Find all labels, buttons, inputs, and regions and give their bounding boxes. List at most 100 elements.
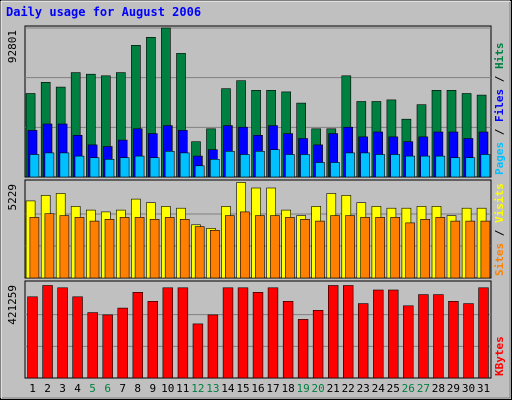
bar-sites-day-11 — [179, 219, 190, 279]
bar-kbytes-day-24 — [373, 289, 384, 379]
bar-sites-day-21 — [330, 215, 340, 279]
x-tick-label: 30 — [462, 382, 475, 395]
bar-kbytes-day-21 — [327, 285, 339, 379]
legend-kbytes: KBytes — [493, 336, 506, 376]
bar-sites-day-2 — [44, 213, 55, 279]
bar-pages-day-31 — [480, 154, 491, 178]
bar-kbytes-day-23 — [357, 303, 369, 379]
bar-kbytes-day-30 — [463, 303, 474, 379]
x-tick-label: 1 — [29, 382, 36, 395]
bar-pages-day-14 — [225, 151, 235, 178]
series-axis-label: KBytes — [493, 336, 506, 376]
x-tick-label: 18 — [281, 382, 294, 395]
x-tick-label: 7 — [119, 382, 126, 395]
bar-pages-day-4 — [74, 155, 85, 178]
bar-pages-day-7 — [119, 157, 130, 178]
y-max-label: 421259 — [6, 285, 19, 325]
bar-kbytes-day-7 — [117, 307, 128, 379]
x-tick-label: 6 — [104, 382, 111, 395]
bar-kbytes-day-29 — [448, 300, 459, 379]
bar-pages-day-18 — [285, 154, 295, 178]
bar-sites-day-25 — [390, 217, 401, 279]
bar-pages-day-12 — [194, 165, 205, 178]
bar-pages-day-20 — [315, 162, 325, 178]
bar-pages-day-28 — [435, 155, 446, 178]
legend-sites: Sites — [493, 243, 506, 276]
x-tick-label: 21 — [327, 382, 340, 395]
bar-sites-day-23 — [360, 217, 370, 279]
bar-kbytes-day-8 — [132, 291, 143, 379]
bar-kbytes-day-10 — [162, 287, 173, 379]
bar-sites-day-4 — [74, 217, 85, 279]
bar-kbytes-day-14 — [222, 287, 234, 379]
bar-kbytes-day-27 — [418, 294, 429, 379]
bar-kbytes-day-9 — [147, 300, 158, 379]
bar-sites-day-15 — [240, 211, 250, 279]
x-tick-label: 14 — [221, 382, 235, 395]
legend-separator: / — [493, 69, 506, 89]
bar-sites-day-17 — [270, 215, 280, 279]
bar-kbytes-day-31 — [478, 287, 489, 379]
bar-pages-day-22 — [345, 152, 355, 178]
legend-separator: / — [493, 223, 506, 243]
bar-sites-day-12 — [194, 226, 205, 279]
bar-pages-day-13 — [210, 159, 220, 178]
x-tick-label: 8 — [134, 382, 141, 395]
bar-sites-day-5 — [89, 220, 100, 279]
bar-pages-day-15 — [240, 154, 250, 178]
bar-pages-day-24 — [375, 154, 385, 178]
x-tick-label: 28 — [432, 382, 445, 395]
x-tick-label: 31 — [477, 382, 490, 395]
x-tick-label: 3 — [59, 382, 66, 395]
bar-kbytes-day-17 — [267, 287, 279, 379]
bar-pages-day-5 — [89, 157, 100, 178]
bar-sites-day-3 — [59, 215, 70, 279]
x-tick-label: 5 — [89, 382, 96, 395]
legend-separator: / — [493, 122, 506, 142]
bar-kbytes-day-16 — [252, 291, 264, 379]
x-tick-label: 25 — [387, 382, 400, 395]
bar-sites-day-22 — [345, 215, 355, 279]
legend-hits: Hits — [493, 43, 506, 70]
x-tick-label: 20 — [311, 382, 324, 395]
bar-kbytes-day-19 — [297, 319, 309, 379]
x-axis-labels: 1 2 3 4 5 6 7 8 9 10 11 12 13 14 15 16 17 18 19 20 21 22 23 24 2… — [29, 382, 490, 395]
bar-kbytes-day-22 — [342, 285, 354, 379]
bar-pages-day-2 — [44, 152, 55, 178]
x-tick-label: 16 — [251, 382, 264, 395]
bar-sites-day-26 — [405, 222, 416, 279]
bar-pages-day-8 — [134, 155, 145, 178]
x-tick-label: 15 — [236, 382, 249, 395]
x-tick-label: 11 — [176, 382, 189, 395]
bar-sites-day-31 — [480, 220, 491, 279]
bar-pages-day-21 — [330, 162, 340, 178]
x-tick-label: 22 — [342, 382, 355, 395]
bar-sites-day-13 — [210, 230, 220, 279]
bar-kbytes-day-3 — [57, 287, 68, 379]
x-tick-label: 2 — [44, 382, 51, 395]
x-tick-label: 17 — [266, 382, 279, 395]
x-tick-label: 23 — [357, 382, 370, 395]
series-axis-label: Sites / Visits — [493, 183, 506, 276]
chart-panels: 92801 Pages / Files / Hits 5229 Sites / Vis… — [6, 25, 506, 379]
bar-pages-day-6 — [104, 159, 115, 178]
y-max-label: 5229 — [6, 184, 19, 211]
bar-pages-day-3 — [59, 152, 70, 178]
bar-kbytes-day-1 — [27, 296, 38, 379]
bar-sites-day-9 — [149, 219, 160, 279]
bar-pages-day-1 — [29, 154, 40, 178]
x-tick-label: 29 — [447, 382, 460, 395]
bar-kbytes-day-6 — [102, 314, 113, 379]
chart-panel-2: 5229 Sites / Visits — [6, 179, 506, 279]
bar-kbytes-day-2 — [42, 285, 53, 379]
bar-sites-day-14 — [225, 215, 235, 279]
y-max-label: 92801 — [6, 30, 19, 63]
bar-kbytes-day-28 — [433, 294, 444, 379]
bar-kbytes-day-18 — [282, 300, 294, 379]
bar-sites-day-10 — [164, 217, 175, 279]
bar-kbytes-day-11 — [177, 287, 189, 379]
bar-kbytes-day-26 — [403, 305, 414, 379]
legend-visits: Visits — [493, 183, 506, 223]
bar-pages-day-17 — [270, 149, 280, 178]
